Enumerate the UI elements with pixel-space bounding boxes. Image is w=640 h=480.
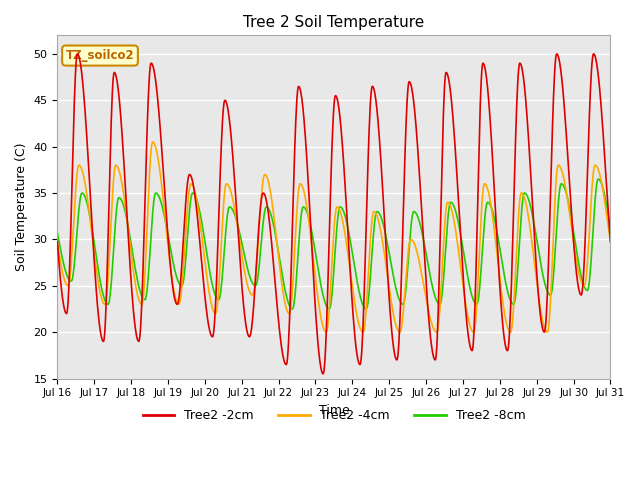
Tree2 -2cm <box>260 190 268 196</box>
Tree2 -4cm <box>572 252 579 258</box>
Tree2 -8cm <box>572 239 579 245</box>
Tree2 -2cm <box>74 51 81 57</box>
Tree2 -2cm <box>126 264 134 270</box>
Line: Tree2 -4cm: Tree2 -4cm <box>58 142 611 332</box>
Line: Tree2 -2cm: Tree2 -2cm <box>58 54 611 374</box>
Tree2 -2cm <box>319 371 327 377</box>
Text: TZ_soilco2: TZ_soilco2 <box>66 49 134 62</box>
Tree2 -8cm <box>595 176 602 182</box>
Tree2 -8cm <box>126 232 134 238</box>
Line: Tree2 -8cm: Tree2 -8cm <box>58 179 611 309</box>
Tree2 -4cm <box>543 329 551 335</box>
Tree2 -4cm <box>54 239 61 245</box>
Tree2 -4cm <box>149 139 157 145</box>
Tree2 -8cm <box>607 229 614 235</box>
Tree2 -2cm <box>54 239 61 244</box>
Tree2 -8cm <box>362 306 370 312</box>
Tree2 -2cm <box>572 262 579 268</box>
Tree2 -2cm <box>201 289 209 295</box>
Tree2 -2cm <box>340 164 348 170</box>
Tree2 -8cm <box>200 233 208 239</box>
Tree2 -8cm <box>454 216 461 222</box>
Y-axis label: Soil Temperature (C): Soil Temperature (C) <box>15 143 28 271</box>
Tree2 -4cm <box>260 175 268 181</box>
Tree2 -2cm <box>607 239 614 244</box>
Tree2 -4cm <box>607 239 614 245</box>
Tree2 -4cm <box>454 242 461 248</box>
Legend: Tree2 -2cm, Tree2 -4cm, Tree2 -8cm: Tree2 -2cm, Tree2 -4cm, Tree2 -8cm <box>138 404 531 427</box>
Tree2 -4cm <box>201 255 209 261</box>
Tree2 -8cm <box>259 222 267 228</box>
X-axis label: Time: Time <box>319 404 349 417</box>
Tree2 -8cm <box>339 207 347 213</box>
Tree2 -4cm <box>340 222 348 228</box>
Tree2 -2cm <box>454 193 462 199</box>
Title: Tree 2 Soil Temperature: Tree 2 Soil Temperature <box>243 15 424 30</box>
Tree2 -8cm <box>54 230 61 236</box>
Tree2 -4cm <box>126 239 134 245</box>
